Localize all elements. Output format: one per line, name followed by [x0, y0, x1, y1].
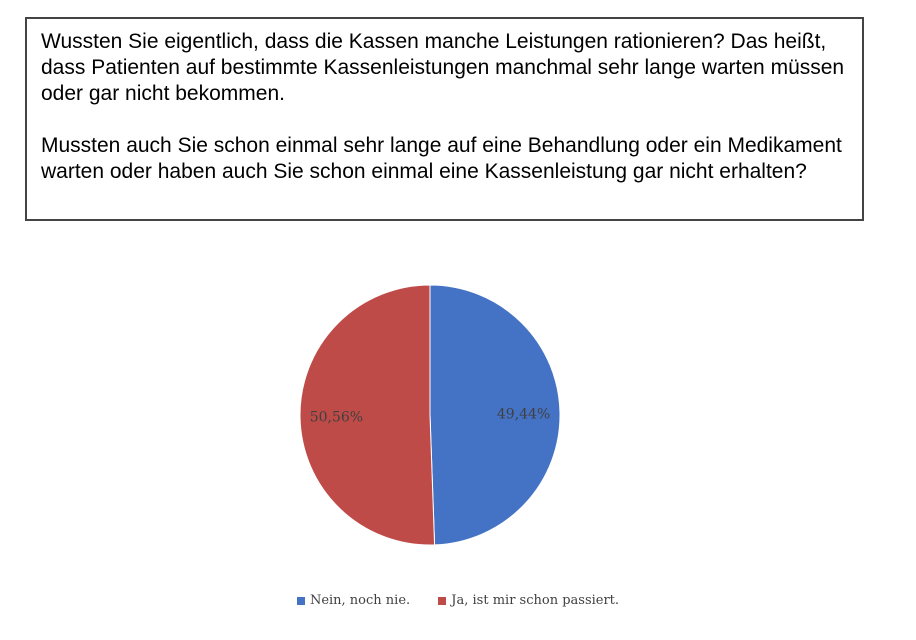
legend-label-nein: Nein, noch nie. — [309, 593, 411, 608]
pie-slices — [299, 284, 561, 546]
slice-ja — [299, 284, 436, 546]
question-paragraph-2: Mussten auch Sie schon einmal sehr lange… — [41, 134, 842, 183]
legend-swatch-nein — [296, 596, 305, 605]
data-label-nein: 49,44% — [497, 406, 550, 422]
legend-label-ja: Ja, ist mir schon passiert. — [451, 593, 620, 608]
legend-swatch-ja — [438, 596, 447, 605]
question-paragraph-1: Wussten Sie eigentlich, dass die Kassen … — [41, 30, 845, 105]
legend-item-ja: Ja, ist mir schon passiert. — [438, 593, 619, 608]
chart-legend: Nein, noch nie. Ja, ist mir schon passie… — [0, 593, 916, 609]
data-label-ja: 50,56% — [310, 410, 363, 426]
question-text-box: Wussten Sie eigentlich, dass die Kassen … — [25, 17, 864, 221]
legend-item-nein: Nein, noch nie. — [296, 593, 411, 608]
pie-data-labels: 49,44% 50,56% — [310, 406, 551, 425]
slice-nein — [429, 284, 561, 546]
